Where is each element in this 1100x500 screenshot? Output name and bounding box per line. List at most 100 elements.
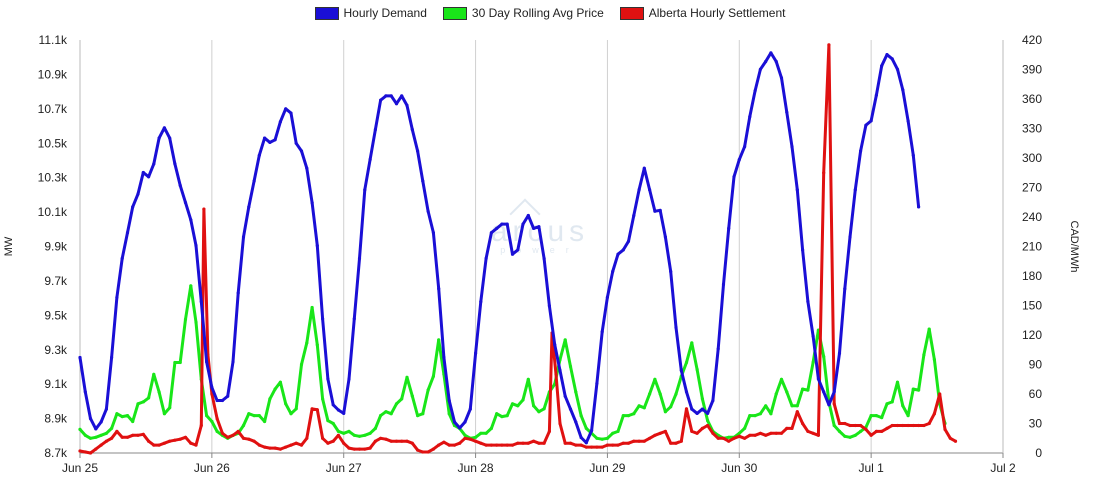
data-point-alberta-hourly-settlement[interactable]	[194, 443, 198, 447]
data-point-alberta-hourly-settlement[interactable]	[152, 443, 156, 447]
data-point-30-day-rolling-avg-price[interactable]	[136, 402, 140, 406]
data-point-30-day-rolling-avg-price[interactable]	[178, 360, 182, 365]
data-point-alberta-hourly-settlement[interactable]	[215, 417, 219, 421]
data-point-30-day-rolling-avg-price[interactable]	[758, 412, 763, 416]
data-point-30-day-rolling-avg-price[interactable]	[162, 412, 166, 416]
data-point-30-day-rolling-avg-price[interactable]	[595, 436, 599, 440]
data-point-30-day-rolling-avg-price[interactable]	[299, 362, 304, 367]
data-point-alberta-hourly-settlement[interactable]	[832, 402, 836, 406]
data-point-alberta-hourly-settlement[interactable]	[938, 392, 942, 396]
data-point-30-day-rolling-avg-price[interactable]	[278, 380, 282, 384]
data-point-30-day-rolling-avg-price[interactable]	[600, 437, 604, 441]
data-point-alberta-hourly-settlement[interactable]	[848, 423, 852, 428]
data-point-hourly-demand[interactable]	[162, 126, 166, 130]
data-point-alberta-hourly-settlement[interactable]	[136, 433, 140, 437]
data-point-hourly-demand[interactable]	[764, 59, 768, 64]
data-point-30-day-rolling-avg-price[interactable]	[648, 392, 652, 396]
data-point-hourly-demand[interactable]	[94, 427, 98, 431]
data-point-hourly-demand[interactable]	[400, 94, 404, 98]
data-point-alberta-hourly-settlement[interactable]	[901, 423, 905, 428]
data-point-alberta-hourly-settlement[interactable]	[822, 171, 826, 175]
data-point-hourly-demand[interactable]	[880, 64, 884, 68]
data-point-alberta-hourly-settlement[interactable]	[827, 43, 831, 47]
data-point-hourly-demand[interactable]	[505, 222, 509, 226]
data-point-alberta-hourly-settlement[interactable]	[284, 445, 288, 449]
data-point-hourly-demand[interactable]	[874, 93, 879, 97]
data-point-alberta-hourly-settlement[interactable]	[574, 443, 578, 447]
data-point-30-day-rolling-avg-price[interactable]	[880, 416, 884, 420]
data-point-30-day-rolling-avg-price[interactable]	[447, 412, 451, 416]
data-point-alberta-hourly-settlement[interactable]	[189, 441, 193, 445]
data-point-30-day-rolling-avg-price[interactable]	[584, 426, 588, 430]
data-point-30-day-rolling-avg-price[interactable]	[88, 436, 93, 440]
data-point-alberta-hourly-settlement[interactable]	[611, 443, 615, 447]
data-point-alberta-hourly-settlement[interactable]	[131, 433, 135, 437]
data-point-30-day-rolling-avg-price[interactable]	[437, 338, 441, 342]
data-point-alberta-hourly-settlement[interactable]	[806, 429, 810, 433]
data-point-alberta-hourly-settlement[interactable]	[489, 443, 493, 447]
data-point-alberta-hourly-settlement[interactable]	[110, 436, 114, 440]
data-point-hourly-demand[interactable]	[526, 213, 530, 218]
data-point-hourly-demand[interactable]	[679, 368, 683, 372]
data-point-alberta-hourly-settlement[interactable]	[405, 439, 409, 443]
data-point-hourly-demand[interactable]	[136, 192, 140, 196]
data-point-hourly-demand[interactable]	[241, 235, 246, 239]
data-point-alberta-hourly-settlement[interactable]	[869, 433, 873, 437]
data-point-alberta-hourly-settlement[interactable]	[922, 423, 926, 428]
data-point-alberta-hourly-settlement[interactable]	[500, 443, 504, 447]
data-point-30-day-rolling-avg-price[interactable]	[510, 402, 515, 406]
data-point-30-day-rolling-avg-price[interactable]	[901, 404, 905, 408]
data-point-hourly-demand[interactable]	[278, 120, 282, 124]
data-point-alberta-hourly-settlement[interactable]	[83, 450, 87, 454]
data-point-alberta-hourly-settlement[interactable]	[706, 423, 710, 428]
data-point-hourly-demand[interactable]	[516, 248, 520, 252]
legend-item-hourly-demand[interactable]: Hourly Demand	[314, 6, 427, 20]
data-point-hourly-demand[interactable]	[785, 110, 789, 114]
data-point-30-day-rolling-avg-price[interactable]	[147, 396, 151, 400]
data-point-alberta-hourly-settlement[interactable]	[626, 441, 631, 445]
data-point-30-day-rolling-avg-price[interactable]	[706, 419, 710, 423]
data-point-alberta-hourly-settlement[interactable]	[874, 429, 879, 433]
data-point-30-day-rolling-avg-price[interactable]	[779, 377, 784, 381]
data-point-alberta-hourly-settlement[interactable]	[732, 436, 736, 440]
data-point-alberta-hourly-settlement[interactable]	[220, 431, 224, 435]
data-point-hourly-demand[interactable]	[616, 252, 620, 256]
data-point-30-day-rolling-avg-price[interactable]	[568, 364, 573, 369]
data-point-alberta-hourly-settlement[interactable]	[373, 439, 377, 443]
data-point-alberta-hourly-settlement[interactable]	[510, 443, 515, 447]
data-point-alberta-hourly-settlement[interactable]	[115, 429, 119, 433]
data-point-30-day-rolling-avg-price[interactable]	[869, 414, 873, 418]
data-point-hourly-demand[interactable]	[737, 158, 741, 162]
data-point-30-day-rolling-avg-price[interactable]	[822, 355, 826, 359]
data-point-alberta-hourly-settlement[interactable]	[895, 423, 900, 428]
data-point-hourly-demand[interactable]	[568, 407, 573, 411]
data-point-30-day-rolling-avg-price[interactable]	[252, 414, 256, 418]
data-point-hourly-demand[interactable]	[911, 153, 915, 157]
data-point-hourly-demand[interactable]	[553, 343, 557, 347]
data-point-30-day-rolling-avg-price[interactable]	[532, 404, 536, 408]
data-point-alberta-hourly-settlement[interactable]	[927, 421, 931, 426]
data-point-hourly-demand[interactable]	[373, 127, 377, 132]
data-point-hourly-demand[interactable]	[489, 231, 493, 235]
data-point-alberta-hourly-settlement[interactable]	[263, 445, 267, 449]
data-point-alberta-hourly-settlement[interactable]	[642, 439, 646, 443]
data-point-alberta-hourly-settlement[interactable]	[183, 435, 188, 439]
data-point-alberta-hourly-settlement[interactable]	[168, 439, 172, 443]
data-point-30-day-rolling-avg-price[interactable]	[421, 412, 425, 416]
data-point-30-day-rolling-avg-price[interactable]	[874, 414, 879, 418]
data-point-alberta-hourly-settlement[interactable]	[157, 443, 161, 447]
data-point-alberta-hourly-settlement[interactable]	[468, 437, 472, 441]
data-point-30-day-rolling-avg-price[interactable]	[463, 433, 467, 437]
data-point-30-day-rolling-avg-price[interactable]	[790, 404, 794, 408]
data-point-hourly-demand[interactable]	[357, 256, 362, 261]
data-point-30-day-rolling-avg-price[interactable]	[241, 423, 246, 428]
data-point-alberta-hourly-settlement[interactable]	[495, 443, 499, 447]
data-point-hourly-demand[interactable]	[837, 351, 842, 355]
data-point-hourly-demand[interactable]	[252, 179, 256, 183]
data-point-30-day-rolling-avg-price[interactable]	[500, 415, 504, 419]
data-point-30-day-rolling-avg-price[interactable]	[394, 402, 399, 406]
data-point-alberta-hourly-settlement[interactable]	[758, 431, 763, 435]
data-point-hourly-demand[interactable]	[769, 51, 773, 55]
data-point-hourly-demand[interactable]	[379, 98, 383, 102]
data-point-30-day-rolling-avg-price[interactable]	[189, 284, 193, 288]
